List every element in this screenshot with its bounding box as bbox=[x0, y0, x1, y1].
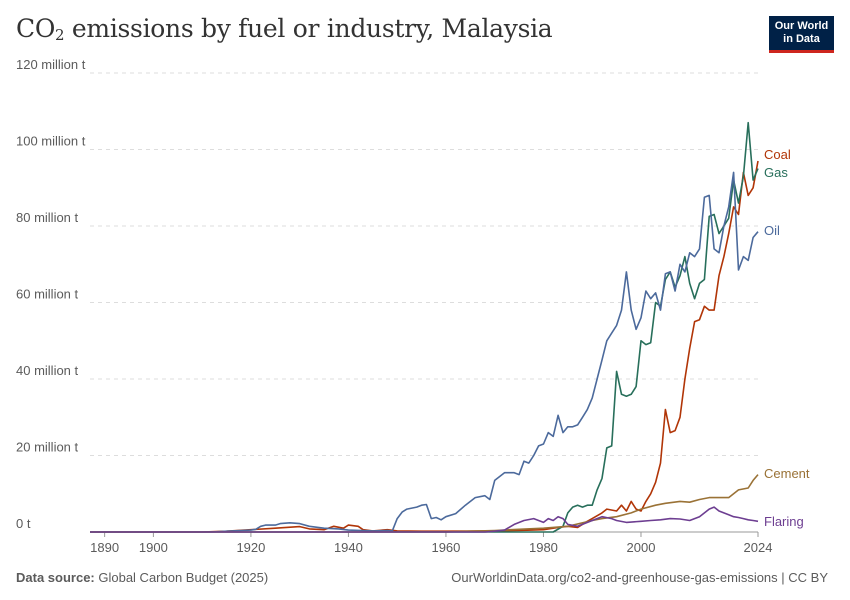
y-tick-label: 80 million t bbox=[16, 210, 79, 225]
series-label-coal[interactable]: Coal bbox=[764, 147, 791, 162]
series-line-flaring[interactable] bbox=[90, 506, 759, 533]
line-chart: 0 t 20 million t 40 million t 60 million t 8… bbox=[16, 57, 810, 555]
grid-lines bbox=[90, 72, 758, 456]
y-tick-label: 20 million t bbox=[16, 440, 79, 455]
series-labels: Coal Gas Oil Cement Flaring bbox=[764, 147, 810, 529]
series-label-cement[interactable]: Cement bbox=[764, 466, 810, 481]
chart-title: CO2 emissions by fuel or industry, Malay… bbox=[16, 14, 553, 44]
x-tick-label: 1920 bbox=[236, 540, 265, 555]
x-tick-label: 1890 bbox=[90, 540, 119, 555]
series-line-oil[interactable] bbox=[90, 171, 759, 533]
x-tick-label: 2000 bbox=[627, 540, 656, 555]
x-tick-label: 1940 bbox=[334, 540, 363, 555]
x-tick-label: 1960 bbox=[431, 540, 460, 555]
y-tick-label: 100 million t bbox=[16, 134, 86, 149]
source-url-link[interactable]: OurWorldinData.org/co2-and-greenhouse-ga… bbox=[451, 570, 828, 585]
owid-logo[interactable]: Our World in Data bbox=[769, 16, 834, 53]
series-lines bbox=[90, 121, 759, 533]
y-tick-label: 0 t bbox=[16, 516, 31, 531]
series-label-oil[interactable]: Oil bbox=[764, 223, 780, 238]
series-line-coal[interactable] bbox=[90, 160, 759, 533]
y-tick-label: 60 million t bbox=[16, 287, 79, 302]
x-tick-label: 1900 bbox=[139, 540, 168, 555]
series-line-cement[interactable] bbox=[90, 474, 759, 533]
x-tick-label: 2024 bbox=[744, 540, 773, 555]
y-tick-label: 120 million t bbox=[16, 57, 86, 72]
series-label-gas[interactable]: Gas bbox=[764, 165, 788, 180]
logo-line-1: Our World bbox=[774, 20, 829, 32]
y-tick-label: 40 million t bbox=[16, 363, 79, 378]
series-label-flaring[interactable]: Flaring bbox=[764, 514, 804, 529]
y-axis-tick-labels: 0 t 20 million t 40 million t 60 million t 8… bbox=[16, 57, 86, 531]
x-tick-label: 1980 bbox=[529, 540, 558, 555]
logo-line-2: in Data bbox=[783, 33, 820, 45]
data-source: Data source: Global Carbon Budget (2025) bbox=[16, 570, 269, 585]
x-axis: 1890 1900 1920 1940 1960 1980 2000 2024 bbox=[90, 531, 773, 555]
